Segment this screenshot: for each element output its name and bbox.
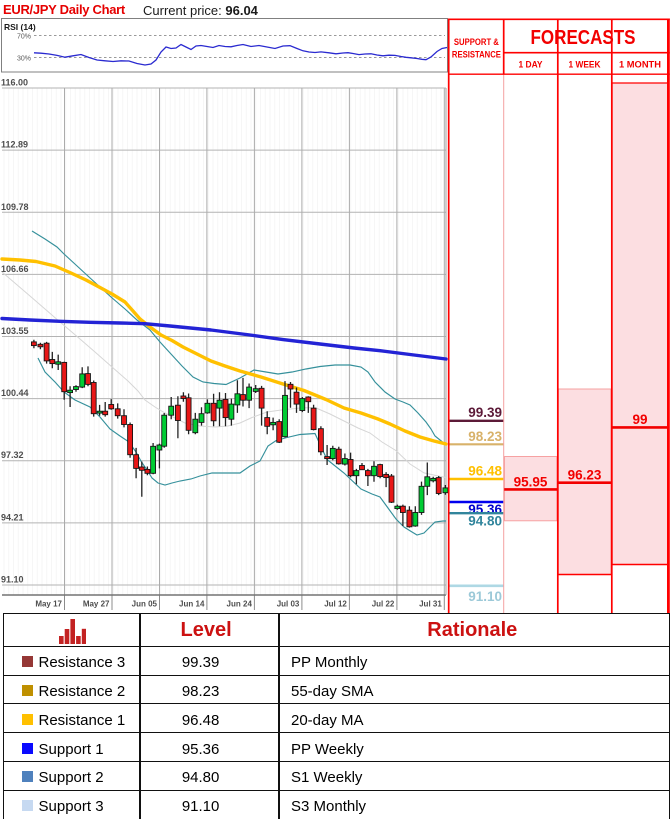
svg-text:Jul 22: Jul 22	[372, 600, 395, 609]
svg-text:RSI (14): RSI (14)	[4, 22, 36, 32]
svg-text:99: 99	[632, 412, 647, 427]
svg-text:May 27: May 27	[83, 600, 110, 609]
svg-text:Jul 31: Jul 31	[419, 600, 442, 609]
svg-text:30%: 30%	[17, 56, 31, 63]
svg-text:91.10: 91.10	[468, 589, 502, 604]
svg-text:95.95: 95.95	[514, 475, 548, 490]
svg-text:98.23: 98.23	[468, 429, 502, 444]
svg-text:96.48: 96.48	[468, 464, 502, 479]
svg-text:94.21: 94.21	[1, 512, 24, 522]
svg-text:103.55: 103.55	[1, 326, 29, 336]
svg-text:1 WEEK: 1 WEEK	[569, 60, 601, 71]
svg-text:1 MONTH: 1 MONTH	[619, 60, 661, 71]
svg-text:Jun 05: Jun 05	[132, 600, 158, 609]
svg-text:Jul 12: Jul 12	[324, 600, 347, 609]
svg-text:SUPPORT &: SUPPORT &	[454, 37, 499, 48]
svg-text:109.78: 109.78	[1, 202, 29, 212]
svg-text:RESISTANCE: RESISTANCE	[452, 50, 501, 61]
svg-text:94.80: 94.80	[468, 514, 502, 529]
svg-text:97.32: 97.32	[1, 450, 24, 460]
svg-text:99.39: 99.39	[468, 405, 502, 420]
svg-text:96.23: 96.23	[568, 468, 602, 483]
svg-text:116.00: 116.00	[1, 78, 28, 88]
svg-text:May 17: May 17	[35, 600, 62, 609]
svg-text:100.44: 100.44	[1, 388, 29, 398]
svg-text:Jul 03: Jul 03	[277, 600, 300, 609]
svg-text:Jun 14: Jun 14	[179, 600, 205, 609]
svg-text:106.66: 106.66	[1, 264, 29, 274]
svg-text:70%: 70%	[17, 34, 31, 41]
svg-text:1 DAY: 1 DAY	[519, 60, 544, 71]
svg-text:91.10: 91.10	[1, 575, 24, 585]
svg-text:FORECASTS: FORECASTS	[531, 27, 636, 49]
svg-text:112.89: 112.89	[1, 140, 28, 150]
svg-text:Jun 24: Jun 24	[227, 600, 253, 609]
